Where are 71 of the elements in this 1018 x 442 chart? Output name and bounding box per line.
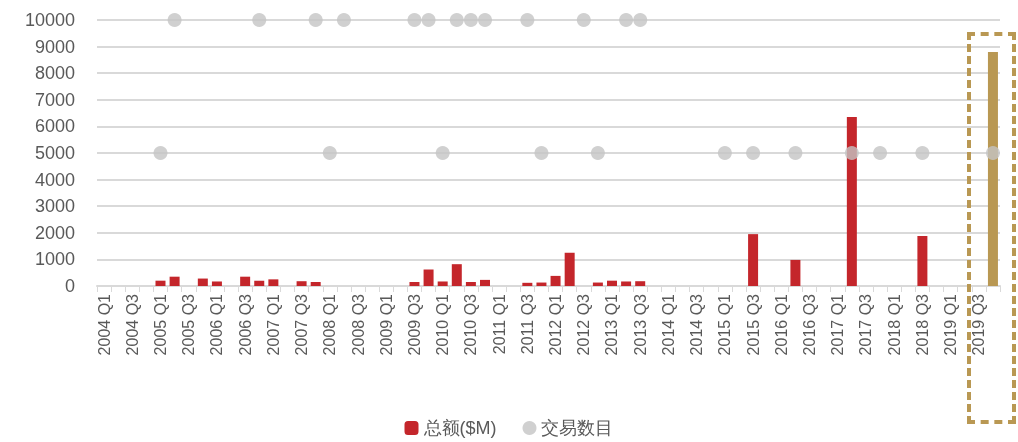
bar	[550, 275, 561, 286]
bar	[917, 235, 928, 286]
x-tick-label: 2009 Q3	[405, 293, 423, 356]
x-tick-label: 2018 Q3	[913, 293, 931, 356]
bar	[748, 234, 759, 286]
bar	[240, 276, 251, 286]
y-tick-label: 6000	[34, 116, 75, 137]
bar	[480, 279, 491, 286]
bar	[155, 280, 166, 286]
legend-label: 总额($M)	[422, 418, 497, 438]
bar	[211, 281, 222, 286]
x-tick-label: 2019 Q1	[942, 293, 960, 356]
x-tick-label: 2017 Q3	[857, 293, 875, 356]
bar	[437, 281, 448, 286]
bar	[254, 280, 265, 286]
bar	[310, 282, 321, 286]
x-tick-label: 2010 Q1	[434, 293, 452, 356]
x-tick-label: 2006 Q1	[208, 293, 226, 356]
bar	[635, 281, 646, 286]
x-tick-label: 2016 Q1	[772, 293, 790, 356]
bar	[268, 279, 279, 286]
x-tick-label: 2015 Q1	[716, 293, 734, 356]
bar	[451, 264, 462, 286]
bar	[169, 276, 180, 286]
x-tick-label: 2017 Q1	[829, 293, 847, 356]
x-tick-label: 2006 Q3	[236, 293, 254, 356]
y-tick-label: 0	[64, 276, 75, 296]
x-tick-label: 2013 Q1	[603, 293, 621, 356]
x-tick-label: 2011 Q1	[490, 293, 508, 355]
x-tick-label: 2012 Q1	[547, 293, 565, 356]
x-tick-label: 2008 Q3	[349, 293, 367, 356]
y-tick-label: 8000	[34, 63, 75, 84]
y-tick-label: 10000	[24, 10, 75, 30]
x-tick-label: 2004 Q3	[123, 293, 141, 356]
bar	[790, 259, 801, 286]
y-tick-label: 9000	[34, 36, 75, 57]
bar	[296, 281, 307, 286]
x-tick-label: 2008 Q1	[321, 293, 339, 356]
x-tick-label: 2009 Q1	[377, 293, 395, 356]
bar	[564, 252, 575, 286]
bar	[465, 282, 476, 286]
x-tick-label: 2013 Q3	[631, 293, 649, 356]
bar	[846, 117, 857, 286]
x-tick-label: 2019 Q3	[970, 293, 988, 356]
bar	[606, 280, 617, 286]
x-tick-label: 2012 Q3	[575, 293, 593, 356]
y-tick-label: 1000	[34, 249, 75, 270]
x-tick-label: 2005 Q1	[151, 293, 169, 356]
legend-label: 交易数目	[541, 418, 614, 438]
y-tick-label: 5000	[34, 143, 75, 163]
y-tick-label: 3000	[34, 196, 75, 217]
x-tick-label: 2014 Q1	[659, 293, 677, 356]
x-tick-label: 2018 Q1	[885, 293, 903, 356]
x-tick-label: 2011 Q3	[518, 293, 536, 355]
x-tick-label: 2015 Q3	[744, 293, 762, 356]
bar	[621, 281, 632, 286]
y-tick-label: 7000	[34, 89, 75, 110]
bar	[987, 51, 998, 286]
x-tick-label: 2016 Q3	[801, 293, 819, 356]
y-tick-label: 4000	[34, 169, 75, 190]
bar	[409, 282, 420, 286]
bar	[197, 278, 208, 286]
x-tick-label: 2010 Q3	[462, 293, 480, 356]
bar	[423, 269, 434, 286]
x-tick-label: 2007 Q1	[264, 293, 282, 356]
x-tick-label: 2007 Q3	[293, 293, 311, 356]
x-tick-label: 2004 Q1	[95, 293, 113, 356]
y-tick-label: 2000	[34, 222, 75, 243]
bar	[522, 282, 533, 286]
x-tick-label: 2005 Q3	[180, 293, 198, 356]
x-tick-label: 2014 Q3	[688, 293, 706, 356]
